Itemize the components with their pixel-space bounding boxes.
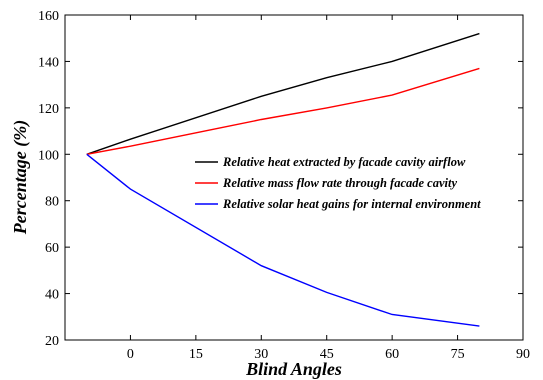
y-tick-label: 60 [45, 241, 59, 256]
x-tick-label: 90 [516, 347, 530, 362]
y-tick-label: 80 [45, 195, 59, 210]
legend-label-1: Relative mass flow rate through facade c… [222, 176, 457, 190]
x-tick-label: 0 [127, 347, 134, 362]
y-tick-label: 100 [38, 148, 59, 163]
x-tick-label: 60 [385, 347, 399, 362]
y-tick-label: 140 [38, 55, 59, 70]
legend-label-0: Relative heat extracted by facade cavity… [222, 155, 466, 169]
axis-ticks: 0 15 30 45 60 75 90 20 40 60 80 100 120 140 160 [38, 9, 530, 362]
y-tick-label: 120 [38, 102, 59, 117]
x-tick-label: 75 [451, 347, 465, 362]
y-tick-label: 160 [38, 9, 59, 24]
legend: Relative heat extracted by facade cavity… [195, 155, 481, 211]
x-tick-label: 45 [320, 347, 334, 362]
series-lines [86, 32, 480, 327]
y-tick-label: 40 [45, 288, 59, 303]
x-tick-label: 15 [189, 347, 203, 362]
plot-frame [64, 14, 524, 341]
x-tick-label: 30 [254, 347, 268, 362]
x-axis-label: Blind Angles [245, 359, 342, 379]
series-line-1 [86, 67, 480, 155]
series-line-2 [86, 153, 480, 327]
y-axis-label: Percentage (%) [10, 120, 31, 235]
series-line-0 [86, 32, 480, 155]
legend-label-2: Relative solar heat gains for internal e… [222, 197, 481, 211]
y-tick-label: 20 [45, 334, 59, 349]
